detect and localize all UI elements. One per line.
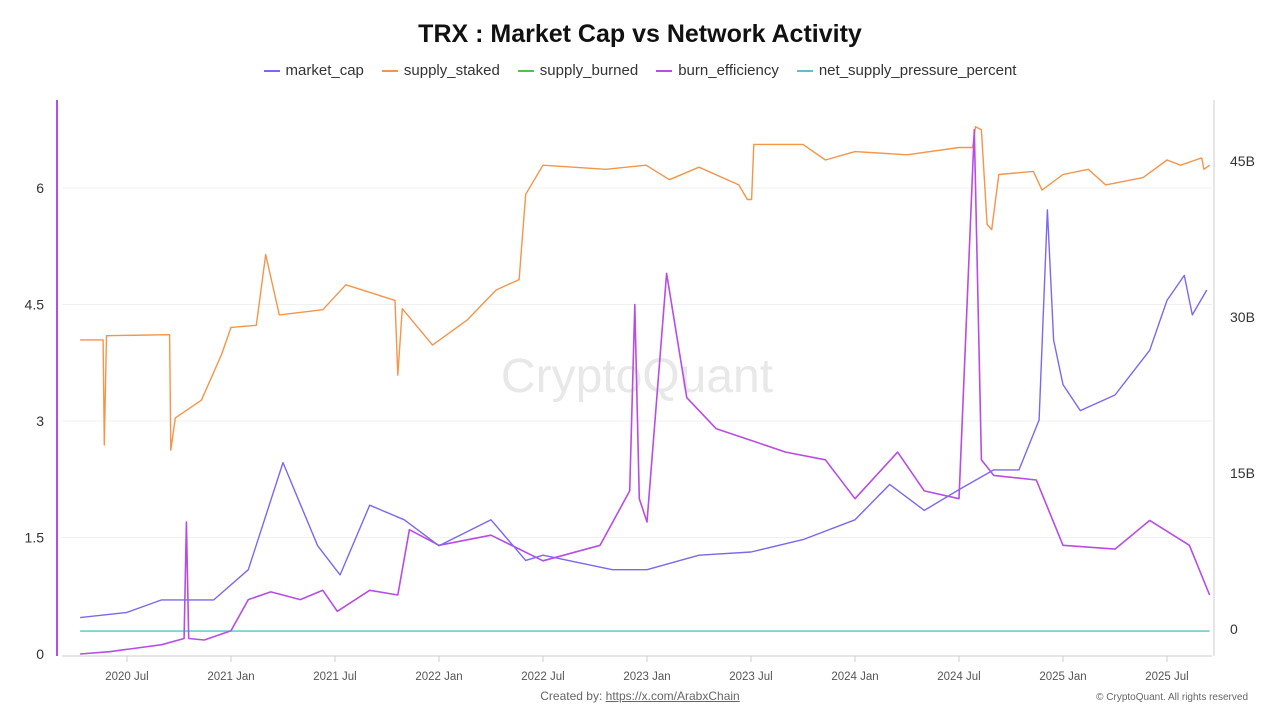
legend-item-burn_efficiency[interactable]: burn_efficiency bbox=[656, 62, 779, 79]
created-by-label: Created by: bbox=[540, 689, 603, 703]
series-line-supply_staked[interactable] bbox=[80, 125, 1211, 451]
left-tick-label: 0 bbox=[36, 646, 44, 662]
legend-swatch bbox=[381, 69, 398, 72]
footer: Created by: https://x.com/ArabxChain bbox=[0, 689, 1280, 703]
legend-item-supply_staked[interactable]: supply_staked bbox=[381, 62, 500, 79]
x-tick-label: 2022 Jul bbox=[521, 671, 564, 683]
legend-label: net_supply_pressure_percent bbox=[818, 62, 1017, 79]
legend-swatch bbox=[263, 69, 280, 72]
chart-title: TRX : Market Cap vs Network Activity bbox=[418, 20, 862, 48]
x-tick-label: 2024 Jul bbox=[937, 671, 980, 683]
x-tick-label: 2023 Jan bbox=[623, 671, 670, 683]
legend-label: burn_efficiency bbox=[678, 62, 779, 79]
right-tick-label: 15B bbox=[1230, 465, 1255, 481]
legend: market_cap supply_staked supply_burned burn… bbox=[0, 62, 1280, 79]
x-tick-label: 2025 Jan bbox=[1039, 671, 1086, 683]
legend-label: market_cap bbox=[285, 62, 364, 79]
series-line-market_cap[interactable] bbox=[80, 209, 1208, 619]
legend-item-market_cap[interactable]: market_cap bbox=[263, 62, 364, 79]
x-tick-label: 2022 Jan bbox=[415, 671, 462, 683]
x-tick-label: 2020 Jul bbox=[105, 671, 148, 683]
creator-link[interactable]: https://x.com/ArabxChain bbox=[605, 689, 740, 703]
x-tick-label: 2024 Jan bbox=[831, 671, 878, 683]
right-tick-label: 0 bbox=[1230, 621, 1238, 637]
legend-label: supply_staked bbox=[403, 62, 500, 79]
legend-swatch bbox=[656, 69, 673, 72]
x-tick-label: 2023 Jul bbox=[729, 671, 772, 683]
copyright: © CryptoQuant. All rights reserved bbox=[1096, 692, 1248, 703]
legend-swatch bbox=[796, 69, 813, 72]
right-tick-label: 45B bbox=[1230, 153, 1255, 169]
left-tick-label: 6 bbox=[36, 180, 44, 196]
x-tick-label: 2021 Jul bbox=[313, 671, 356, 683]
left-tick-label: 4.5 bbox=[25, 297, 45, 313]
legend-swatch bbox=[517, 69, 534, 72]
legend-label: supply_burned bbox=[539, 62, 639, 79]
legend-item-supply_burned[interactable]: supply_burned bbox=[517, 62, 639, 79]
x-tick-label: 2025 Jul bbox=[1145, 671, 1188, 683]
legend-item-net_supply_pressure_percent[interactable]: net_supply_pressure_percent bbox=[796, 62, 1017, 79]
x-tick-label: 2021 Jan bbox=[207, 671, 254, 683]
left-tick-label: 3 bbox=[36, 413, 44, 429]
right-tick-label: 30B bbox=[1230, 309, 1255, 325]
left-tick-label: 1.5 bbox=[25, 530, 45, 546]
